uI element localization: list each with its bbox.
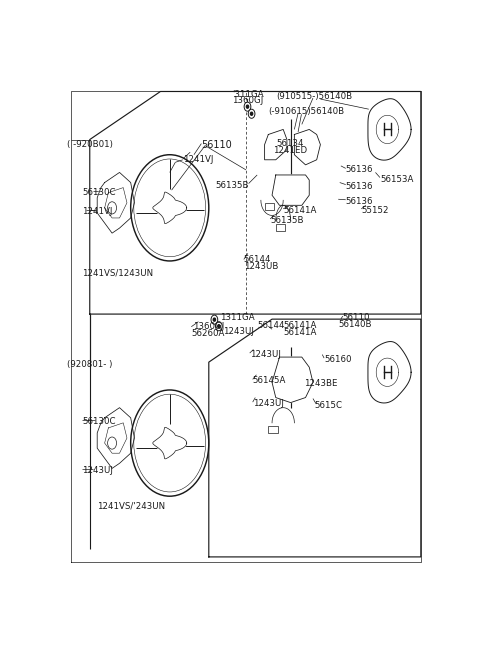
Text: 56136: 56136: [346, 181, 373, 191]
Text: 56136: 56136: [346, 166, 373, 174]
Text: 56260A: 56260A: [192, 329, 225, 338]
Bar: [264, 203, 274, 210]
Circle shape: [248, 109, 255, 118]
Text: (920801- ): (920801- ): [67, 360, 113, 369]
Text: 56141A: 56141A: [283, 206, 317, 215]
Text: 1241ED: 1241ED: [273, 146, 307, 155]
Text: (-910615)56140B: (-910615)56140B: [268, 107, 345, 116]
Text: 56144: 56144: [244, 255, 271, 264]
Text: 1243UJ: 1243UJ: [223, 327, 253, 336]
Text: 5615C: 5615C: [315, 401, 343, 409]
Text: 56136: 56136: [346, 196, 373, 206]
Polygon shape: [153, 427, 187, 459]
Text: 56145A: 56145A: [252, 376, 286, 386]
Text: 1243BE: 1243BE: [304, 379, 337, 388]
Text: 1243UJ: 1243UJ: [250, 350, 281, 359]
Polygon shape: [368, 342, 411, 403]
Bar: [276, 223, 285, 231]
Text: 1241VJ: 1241VJ: [83, 208, 113, 216]
Polygon shape: [272, 357, 313, 403]
Text: 56134: 56134: [276, 139, 304, 148]
Text: 56141A: 56141A: [283, 321, 317, 330]
Text: 1311GA: 1311GA: [220, 313, 254, 322]
Text: 1243UJ: 1243UJ: [252, 399, 284, 408]
Circle shape: [244, 102, 251, 111]
Bar: [268, 426, 277, 433]
Text: 56130C: 56130C: [83, 417, 116, 426]
Text: 56135B: 56135B: [215, 181, 249, 190]
Text: 56110: 56110: [343, 313, 370, 322]
Text: 1360GJ: 1360GJ: [193, 322, 225, 331]
Text: 55152: 55152: [361, 206, 389, 215]
Polygon shape: [294, 129, 321, 165]
Polygon shape: [368, 99, 411, 160]
Text: 56135B: 56135B: [270, 216, 304, 225]
Text: 56110: 56110: [202, 139, 232, 150]
Text: 56153A: 56153A: [380, 175, 413, 183]
Circle shape: [246, 105, 249, 108]
Text: 1241VS/'243UN: 1241VS/'243UN: [97, 502, 165, 510]
Polygon shape: [97, 172, 134, 233]
Circle shape: [218, 325, 220, 328]
Circle shape: [211, 315, 218, 324]
Text: 1360GJ: 1360GJ: [232, 95, 264, 104]
Text: 1241VS/1243UN: 1241VS/1243UN: [83, 268, 154, 277]
Polygon shape: [97, 407, 134, 468]
Text: 1243UB: 1243UB: [244, 261, 278, 271]
Circle shape: [108, 437, 117, 449]
Text: 56160: 56160: [324, 355, 352, 364]
Polygon shape: [272, 175, 309, 205]
Text: ( -920B01): ( -920B01): [67, 140, 113, 149]
Text: 56130C: 56130C: [83, 188, 116, 197]
Text: '311GA: '311GA: [232, 89, 264, 99]
Circle shape: [213, 318, 216, 321]
Polygon shape: [153, 192, 187, 223]
Polygon shape: [264, 129, 287, 160]
Text: (910515-)56140B: (910515-)56140B: [276, 92, 352, 101]
Circle shape: [251, 112, 252, 115]
Text: 1241VJ: 1241VJ: [183, 155, 213, 164]
Text: 56141A: 56141A: [283, 328, 317, 337]
Text: 56140B: 56140B: [338, 320, 372, 328]
Text: 56144: 56144: [257, 321, 285, 330]
Circle shape: [108, 202, 117, 214]
Circle shape: [216, 322, 222, 330]
Text: 1243UJ: 1243UJ: [83, 466, 113, 476]
